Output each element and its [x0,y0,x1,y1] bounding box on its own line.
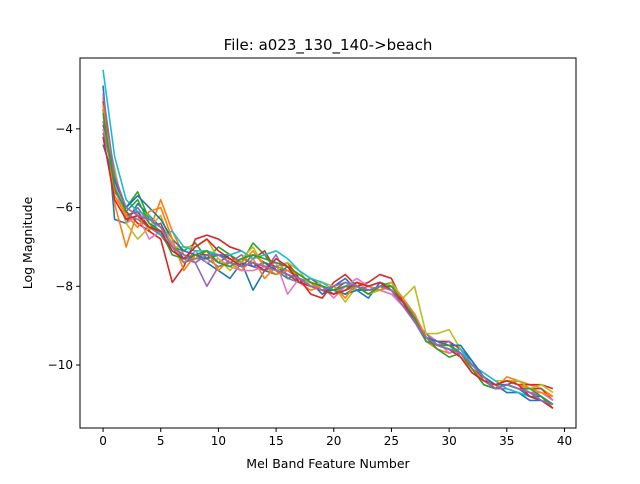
series-layer [102,69,554,409]
y-tick-label: −6 [55,201,73,215]
x-tick-label: 25 [384,434,399,448]
y-axis-ticks: −10 −8 −6 −4 [48,122,80,372]
x-axis-label: Mel Band Feature Number [246,456,410,471]
x-tick-label: 20 [326,434,341,448]
x-tick-label: 35 [499,434,514,448]
series-line-14 [102,136,554,409]
x-axis-ticks: 0 5 10 15 20 25 30 35 40 [99,428,572,448]
y-tick-label: −4 [55,122,73,136]
x-tick-label: 40 [557,434,572,448]
x-tick-label: 30 [441,434,456,448]
y-tick-label: −10 [48,358,73,372]
x-tick-label: 10 [211,434,226,448]
series-line-15 [102,93,554,406]
y-axis-label: Log Magnitude [20,196,35,289]
x-tick-label: 15 [268,434,283,448]
axes-frame [79,57,577,429]
x-tick-label: 5 [157,434,165,448]
chart-title: File: a023_130_140->beach [224,36,433,55]
y-tick-label: −8 [55,279,73,293]
x-tick-label: 0 [99,434,107,448]
series-line-11 [102,144,554,406]
